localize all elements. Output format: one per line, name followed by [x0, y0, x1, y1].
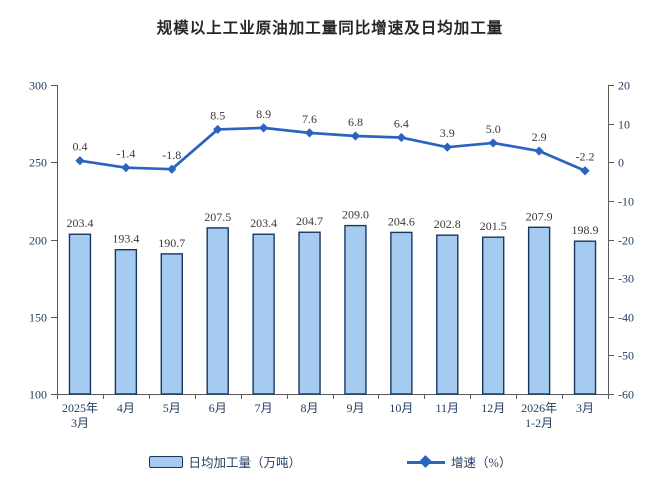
- line-diamond-marker: [488, 138, 498, 148]
- x-axis-category-label: 12月: [481, 401, 505, 415]
- right-axis-tick-label: -20: [618, 234, 634, 248]
- line-diamond-marker: [75, 156, 85, 166]
- line-diamond-marker: [350, 131, 361, 141]
- line-data-label: 6.4: [394, 117, 409, 131]
- x-axis-category-label: 5月: [163, 401, 181, 415]
- right-axis-tick-label: -30: [618, 272, 634, 286]
- bar-data-label: 193.4: [112, 232, 139, 246]
- bar: [482, 236, 505, 395]
- line-diamond-marker: [442, 142, 452, 152]
- bar-data-label: 201.5: [480, 219, 507, 233]
- legend-line-label: 增速（%）: [451, 456, 512, 470]
- bar-data-label: 190.7: [158, 236, 185, 250]
- line-data-label: 2.9: [532, 130, 547, 144]
- bar: [527, 226, 551, 395]
- bar-data-label: 209.0: [342, 208, 369, 222]
- line-diamond-marker: [259, 123, 269, 133]
- line-data-label: 5.0: [486, 122, 501, 136]
- legend-bar-label: 日均加工量（万吨）: [188, 456, 302, 470]
- growth-line: [78, 126, 587, 173]
- line-data-label: -1.8: [162, 148, 181, 162]
- x-axis-category-label: 10月: [389, 401, 413, 415]
- bar-data-label: 207.9: [526, 209, 553, 223]
- line-diamond-marker: [167, 164, 177, 174]
- line-series-swatch: [407, 454, 446, 468]
- bar-data-label: 202.8: [434, 217, 461, 231]
- bar: [68, 233, 92, 395]
- bar: [573, 240, 597, 395]
- left-axis-tick-label: 250: [29, 156, 47, 170]
- line-data-label: -2.2: [576, 150, 595, 164]
- right-axis-tick-label: 0: [618, 156, 624, 170]
- line-diamond-marker: [534, 146, 544, 156]
- right-axis-tick-label: -40: [618, 311, 634, 325]
- x-axis-category-label: 9月: [346, 401, 364, 415]
- legend-item-line: 增速（%）: [407, 452, 511, 471]
- x-axis-category-label: 7月: [255, 401, 273, 415]
- x-axis-category-label: 2026年 1-2月: [521, 401, 557, 430]
- x-axis-category-label: 4月: [117, 401, 135, 415]
- bar: [390, 231, 413, 395]
- right-axis-tick-label: -50: [618, 349, 634, 363]
- bar-series-swatch: [148, 455, 183, 468]
- bar: [436, 234, 459, 395]
- bar-data-label: 203.4: [66, 216, 93, 230]
- right-axis-tick-label: 10: [618, 118, 630, 132]
- left-axis-tick-label: 300: [29, 79, 47, 93]
- line-data-label: 7.6: [302, 112, 317, 126]
- bar-data-label: 204.7: [296, 214, 323, 228]
- x-axis-category-label: 11月: [436, 401, 460, 415]
- bar-data-label: 207.5: [204, 210, 231, 224]
- x-axis-category-label: 3月: [576, 401, 594, 415]
- bar: [114, 248, 138, 395]
- right-axis-tick-label: -10: [618, 195, 634, 209]
- line-swatch-diamond-marker: [419, 454, 432, 468]
- right-axis-tick-label: 20: [618, 79, 630, 93]
- line-data-label: 6.8: [348, 115, 363, 129]
- bar: [206, 227, 229, 395]
- bar-data-label: 203.4: [250, 216, 277, 230]
- line-data-label: -1.4: [116, 147, 135, 161]
- line-diamond-marker: [580, 166, 590, 176]
- legend-item-bar: 日均加工量（万吨）: [148, 452, 302, 471]
- chart-title: 规模以上工业原油加工量同比增速及日均加工量: [156, 20, 504, 37]
- bar: [160, 253, 183, 395]
- bar: [298, 231, 321, 395]
- bar-data-label: 204.6: [388, 214, 415, 228]
- x-axis-category-label: 8月: [301, 401, 319, 415]
- line-data-label: 8.9: [256, 107, 271, 121]
- left-axis-tick-label: 100: [29, 388, 47, 402]
- line-data-label: 8.5: [210, 108, 225, 122]
- bar-data-label: 198.9: [572, 223, 599, 237]
- bar: [252, 233, 275, 395]
- line-diamond-marker: [213, 124, 223, 135]
- line-diamond-marker: [304, 128, 315, 138]
- line-data-label: 3.9: [440, 126, 455, 140]
- line-data-label: 0.4: [72, 140, 87, 154]
- right-axis-tick-label: -60: [618, 388, 634, 402]
- line-diamond-marker: [121, 163, 131, 173]
- legend: 日均加工量（万吨） 增速（%）: [0, 452, 660, 471]
- line-diamond-marker: [396, 132, 406, 143]
- bar: [344, 224, 367, 395]
- x-axis-category-label: 2025年 3月: [62, 401, 98, 430]
- x-axis-category-label: 6月: [209, 401, 227, 415]
- left-axis-tick-label: 150: [29, 311, 47, 325]
- left-axis-tick-label: 200: [29, 234, 47, 248]
